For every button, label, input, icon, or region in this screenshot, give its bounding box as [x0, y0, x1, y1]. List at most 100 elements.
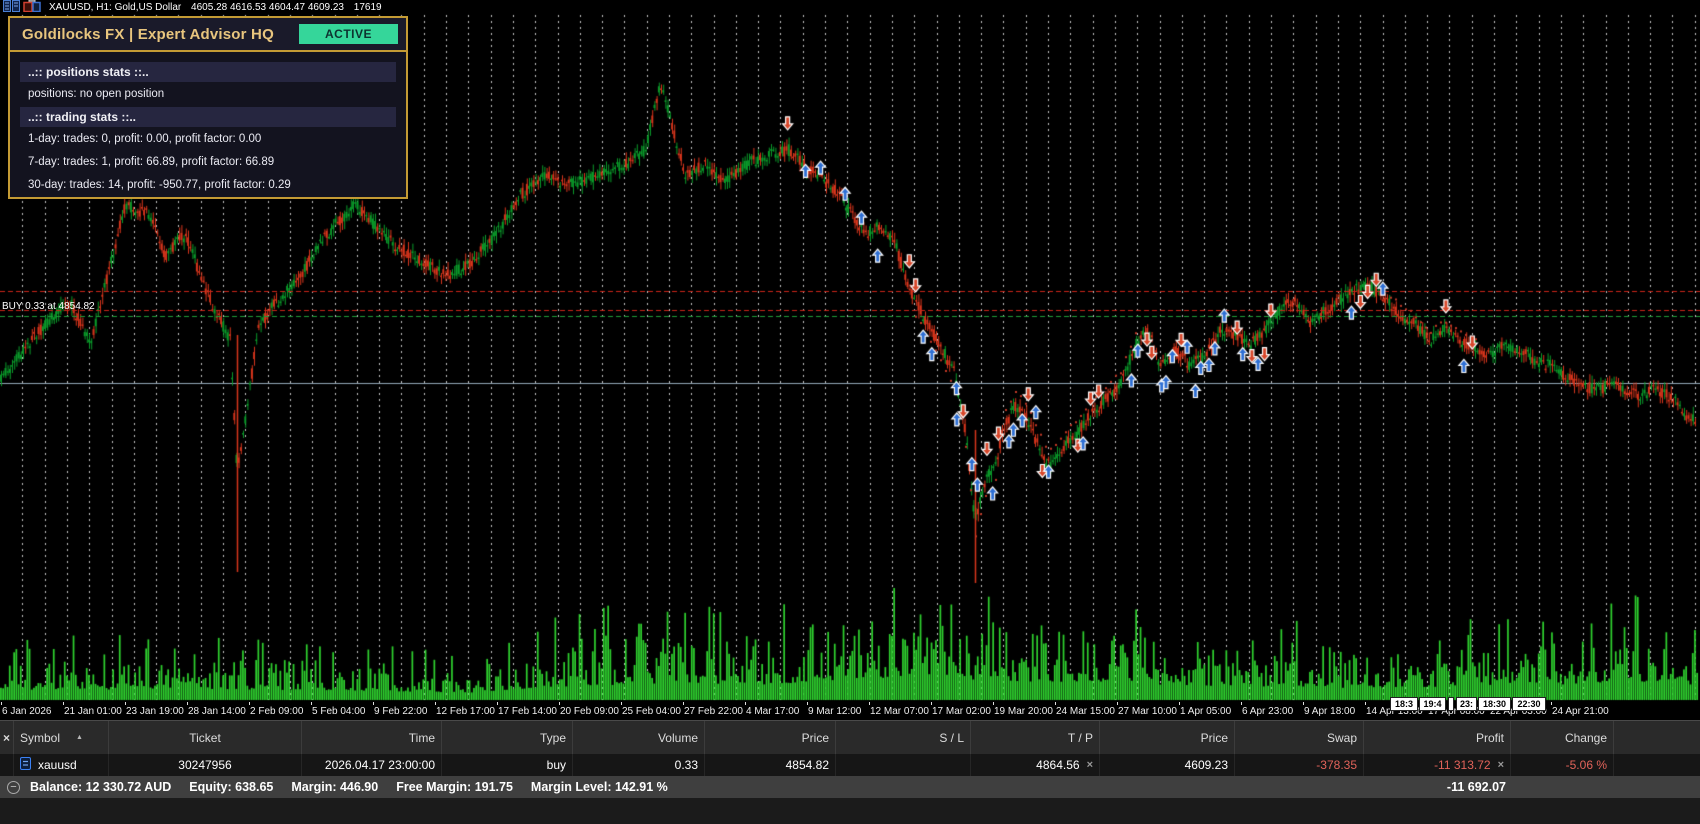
margin-level-value: Margin Level: 142.91 % — [530, 780, 668, 794]
row-spacer — [0, 754, 14, 776]
time-axis-tick — [125, 702, 126, 705]
row-filler — [1614, 754, 1700, 776]
margin-value: Margin: 446.90 — [291, 780, 379, 794]
cell-change: -5.06 % — [1511, 754, 1614, 776]
cell-ticket: 30247956 — [109, 754, 302, 776]
time-axis-label: 17 Feb 14:00 — [498, 706, 557, 717]
trade-table-header: × Symbol ▲ Ticket Time Type Volume Price… — [0, 720, 1700, 754]
time-axis-tick — [373, 702, 374, 705]
time-axis-label: 4 Mar 17:00 — [746, 706, 800, 717]
cell-tp: 4864.56 × — [971, 754, 1100, 776]
time-axis-tick — [187, 702, 188, 705]
time-axis-tick — [1241, 702, 1242, 705]
time-axis-label: 1 Apr 05:00 — [1180, 706, 1232, 717]
symbol-value: xauusd — [38, 758, 77, 772]
time-axis-label: 9 Apr 18:00 — [1304, 706, 1356, 717]
time-axis-tick — [1365, 702, 1366, 705]
column-header-swap[interactable]: Swap — [1235, 721, 1364, 754]
free-margin-value: Free Margin: 191.75 — [396, 780, 513, 794]
chart-profile-icon[interactable] — [23, 0, 41, 15]
chart-window-icon[interactable] — [3, 0, 20, 15]
ea-active-badge[interactable]: ACTIVE — [298, 24, 398, 44]
column-header-price[interactable]: Price — [705, 721, 836, 754]
time-axis-label: 23 Jan 19:00 — [126, 706, 184, 717]
trade-table: × Symbol ▲ Ticket Time Type Volume Price… — [0, 720, 1700, 776]
time-axis-label: 27 Feb 22:00 — [684, 706, 743, 717]
cell-time: 2026.04.17 23:00:00 — [302, 754, 442, 776]
stat-30day: 30-day: trades: 14, profit: -950.77, pro… — [28, 179, 291, 191]
ea-title: Goldilocks FX | Expert Advisor HQ — [22, 25, 274, 43]
position-close-button[interactable]: × — [1497, 759, 1504, 771]
cell-type: buy — [442, 754, 573, 776]
tp-remove-button[interactable]: × — [1086, 759, 1093, 771]
balance-value: Balance: 12 330.72 AUD — [30, 780, 172, 794]
ohlc-values: 4605.28 4616.53 4604.47 4609.23 — [191, 1, 344, 13]
time-axis-label: 2 Feb 09:00 — [250, 706, 304, 717]
collapse-icon[interactable]: − — [7, 780, 20, 794]
time-axis-tick — [621, 702, 622, 705]
trade-time-tag: 18:30 — [1478, 697, 1511, 711]
time-axis-label: 12 Mar 07:00 — [870, 706, 929, 717]
time-axis-tick — [1117, 702, 1118, 705]
symbol-timeframe-label: XAUUSD, H1: Gold,US Dollar — [49, 1, 182, 13]
time-axis-label: 22 Apr 03:00 — [1490, 706, 1547, 717]
column-header-price-current[interactable]: Price — [1100, 721, 1235, 754]
column-header-type[interactable]: Type — [442, 721, 573, 754]
symbol-header-label: Symbol — [20, 730, 61, 745]
time-axis-tick — [869, 702, 870, 705]
positions-stats-header: ..:: positions stats ::.. — [20, 62, 396, 82]
column-header-profit[interactable]: Profit — [1364, 721, 1511, 754]
open-position-label: BUY 0.33 at 4854.82 — [2, 301, 95, 312]
time-axis-tick — [63, 702, 64, 705]
chart-title-bar: XAUUSD, H1: Gold,US Dollar 4605.28 4616.… — [0, 0, 1700, 14]
time-axis-tick — [559, 702, 560, 705]
account-status-bar: − Balance: 12 330.72 AUD Equity: 638.65 … — [0, 776, 1700, 798]
time-axis-label: 12 Feb 17:00 — [436, 706, 495, 717]
trading-stats-header: ..:: trading stats ::.. — [20, 107, 396, 127]
time-axis-label: 27 Mar 10:00 — [1118, 706, 1177, 717]
ea-panel-header: Goldilocks FX | Expert Advisor HQ ACTIVE — [10, 18, 406, 52]
time-axis-label: 17 Mar 02:00 — [932, 706, 991, 717]
column-header-change[interactable]: Change — [1511, 721, 1614, 754]
time-axis-tick — [1551, 702, 1552, 705]
time-axis-tick — [1055, 702, 1056, 705]
time-axis-tick — [1303, 702, 1304, 705]
cell-volume: 0.33 — [573, 754, 705, 776]
time-axis-tick — [807, 702, 808, 705]
trade-time-tag: 22:30 — [1512, 697, 1546, 711]
stat-1day: 1-day: trades: 0, profit: 0.00, profit f… — [28, 133, 262, 145]
time-axis-tick — [249, 702, 250, 705]
cell-sl — [836, 754, 971, 776]
cell-swap: -378.35 — [1235, 754, 1364, 776]
column-header-ticket[interactable]: Ticket — [109, 721, 302, 754]
time-axis-label: 19 Mar 20:00 — [994, 706, 1053, 717]
time-axis[interactable]: 6 Jan 2026 21 Jan 01:00 23 Jan 19:00 28 Jan… — [0, 702, 1700, 720]
time-axis-label: 14 Apr 13:00 — [1366, 706, 1423, 717]
time-axis-tick — [745, 702, 746, 705]
column-header-volume[interactable]: Volume — [573, 721, 705, 754]
chart-title-text: XAUUSD, H1: Gold,US Dollar 4605.28 4616.… — [49, 2, 389, 13]
time-axis-label: 5 Feb 04:00 — [312, 706, 366, 717]
column-header-tp[interactable]: T / P — [971, 721, 1100, 754]
tp-value: 4864.56 — [1036, 758, 1080, 772]
cell-profit: -11 313.72 × — [1364, 754, 1511, 776]
equity-value: Equity: 638.65 — [189, 780, 274, 794]
time-axis-tick — [497, 702, 498, 705]
column-header-filler — [1614, 721, 1700, 754]
column-header-sl[interactable]: S / L — [836, 721, 971, 754]
time-axis-label: 25 Feb 04:00 — [622, 706, 681, 717]
stat-7day: 7-day: trades: 1, profit: 66.89, profit … — [28, 156, 275, 168]
positions-status-line: positions: no open position — [28, 88, 165, 100]
symbol-doc-icon — [20, 757, 31, 773]
toolbox-close-button[interactable]: × — [0, 721, 14, 754]
column-header-symbol[interactable]: Symbol ▲ — [14, 721, 109, 754]
trade-time-tag: 23: — [1456, 697, 1477, 711]
position-row[interactable]: xauusd 30247956 2026.04.17 23:00:00 buy … — [0, 754, 1700, 776]
column-header-time[interactable]: Time — [302, 721, 442, 754]
tick-volume-value: 17619 — [353, 1, 382, 13]
trade-time-tag — [1448, 697, 1454, 711]
time-axis-tick — [435, 702, 436, 705]
profit-value: -11 313.72 — [1434, 758, 1491, 772]
ea-panel: Goldilocks FX | Expert Advisor HQ ACTIVE… — [8, 16, 408, 199]
